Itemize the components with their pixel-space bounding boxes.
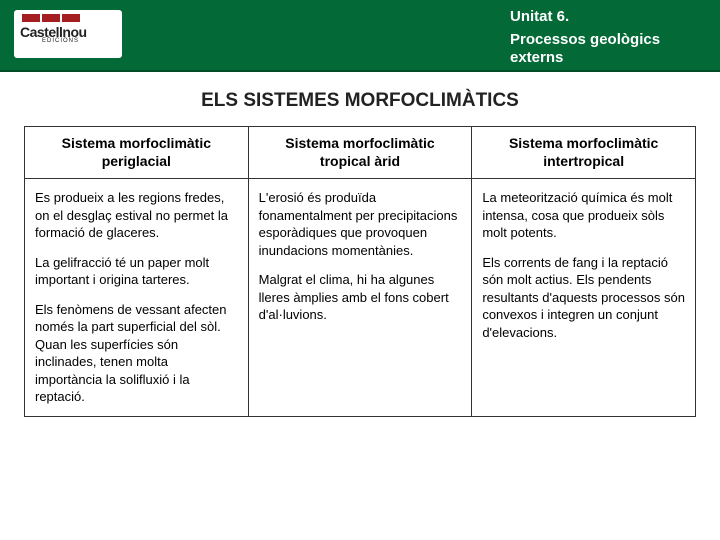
- cell-periglacial: Es produeix a les regions fredes, on el …: [25, 179, 249, 417]
- paragraph: Es produeix a les regions fredes, on el …: [35, 189, 238, 242]
- col-header-periglacial: Sistema morfoclimàtic periglacial: [25, 127, 249, 179]
- cell-tropical-arid: L'erosió és produïda fonamentalment per …: [248, 179, 472, 417]
- publisher-logo: Castellnou EDICIONS: [14, 10, 122, 58]
- main-title: ELS SISTEMES MORFOCLIMÀTICS: [24, 90, 696, 112]
- logo-bars-icon: [22, 14, 116, 22]
- content-area: ELS SISTEMES MORFOCLIMÀTICS Sistema morf…: [0, 72, 720, 427]
- logo-subtext: EDICIONS: [42, 38, 116, 44]
- morfoclimatic-table: Sistema morfoclimàtic periglacial Sistem…: [24, 126, 696, 417]
- header-titles: Unitat 6. Processos geològics externs: [510, 8, 660, 67]
- cell-intertropical: La meteorització química és molt intensa…: [472, 179, 696, 417]
- paragraph: La meteorització química és molt intensa…: [482, 189, 685, 242]
- paragraph: La gelifracció té un paper molt importan…: [35, 254, 238, 289]
- subtitle-line2: externs: [510, 49, 563, 66]
- paragraph: Malgrat el clima, hi ha algunes lleres à…: [259, 271, 462, 324]
- col-header-tropical-arid: Sistema morfoclimàtic tropical àrid: [248, 127, 472, 179]
- paragraph: Els fenòmens de vessant afecten només la…: [35, 301, 238, 406]
- paragraph: L'erosió és produïda fonamentalment per …: [259, 189, 462, 259]
- header-subtitle: Processos geològics externs: [510, 31, 660, 67]
- header-bar: Castellnou EDICIONS Unitat 6. Processos …: [0, 0, 720, 72]
- unit-title: Unitat 6.: [510, 8, 660, 25]
- table-header-row: Sistema morfoclimàtic periglacial Sistem…: [25, 127, 696, 179]
- table-body-row: Es produeix a les regions fredes, on el …: [25, 179, 696, 417]
- col-header-intertropical: Sistema morfoclimàtic intertropical: [472, 127, 696, 179]
- subtitle-line1: Processos geològics: [510, 31, 660, 48]
- paragraph: Els corrents de fang i la reptació són m…: [482, 254, 685, 342]
